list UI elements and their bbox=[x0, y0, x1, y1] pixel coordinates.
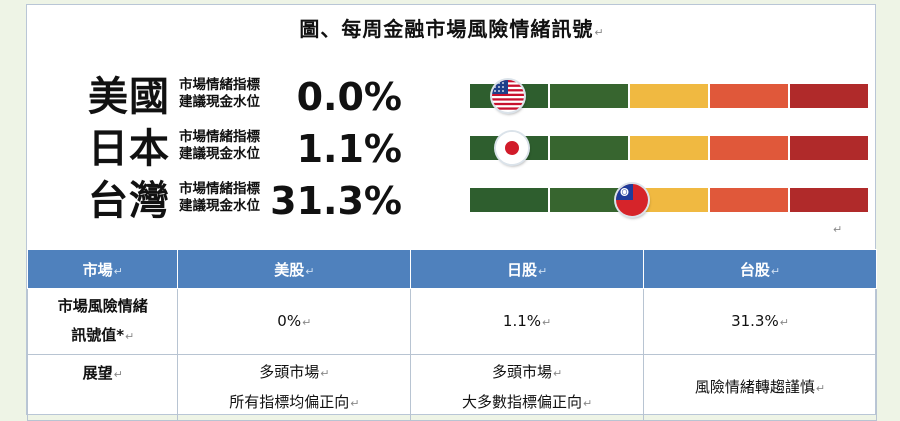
table-cell: 0%↵ bbox=[177, 288, 412, 355]
signal-table: 市場↵ 美股↵ 日股↵ 台股↵ 市場風險情緒 訊號值*↵ 0%↵ 1.1%↵ 3… bbox=[26, 249, 877, 421]
row-label: 展望↵ bbox=[26, 354, 179, 421]
table-row: 展望↵ 多頭市場↵ 所有指標均偏正向↵ 多頭市場↵ 大多數指標偏正向↵ 風險情緒… bbox=[26, 354, 877, 421]
gauge-segment bbox=[710, 84, 788, 108]
table-cell: 多頭市場↵ 大多數指標偏正向↵ bbox=[410, 354, 645, 421]
signal-value: 1.1% bbox=[296, 127, 402, 171]
table-cell: 風險情緒轉趨謹慎↵ bbox=[643, 354, 877, 421]
table-header-cell: 台股↵ bbox=[643, 249, 877, 289]
table-header-cell: 美股↵ bbox=[177, 249, 412, 289]
paragraph-mark: ↵ bbox=[833, 223, 843, 236]
signal-row-us: 美國 市場情緒指標 建議現金水位 0.0% bbox=[88, 74, 868, 120]
risk-gauge-bar bbox=[470, 80, 870, 112]
table-cell: 1.1%↵ bbox=[410, 288, 645, 355]
country-name: 日本 bbox=[88, 126, 170, 172]
table-cell: 多頭市場↵ 所有指標均偏正向↵ bbox=[177, 354, 412, 421]
signal-row-japan: 日本 市場情緒指標 建議現金水位 1.1% bbox=[88, 126, 868, 172]
table-header-cell: 日股↵ bbox=[410, 249, 645, 289]
country-name: 美國 bbox=[88, 74, 170, 120]
risk-gauge-bar bbox=[470, 184, 870, 216]
table-header-row: 市場↵ 美股↵ 日股↵ 台股↵ bbox=[26, 249, 877, 289]
gauge-segment bbox=[550, 84, 628, 108]
gauge-segment bbox=[630, 84, 708, 108]
gauge-segment bbox=[710, 136, 788, 160]
indicator-label: 市場情緒指標 建議現金水位 bbox=[179, 181, 260, 214]
gauge-segment bbox=[470, 188, 548, 212]
row-label: 市場風險情緒 訊號值*↵ bbox=[26, 288, 179, 355]
us-flag-icon bbox=[492, 80, 524, 112]
gauge-segment bbox=[630, 136, 708, 160]
figure-title: 圖、每周金融市場風險情緒訊號↵ bbox=[299, 17, 605, 41]
country-name: 台灣 bbox=[88, 178, 170, 224]
taiwan-flag-icon bbox=[615, 184, 648, 216]
table-header-cell: 市場↵ bbox=[26, 249, 179, 289]
indicator-label: 市場情緒指標 建議現金水位 bbox=[179, 129, 260, 162]
gauge-segment bbox=[790, 84, 868, 108]
table-cell: 31.3%↵ bbox=[643, 288, 877, 355]
figure-frame: 圖、每周金融市場風險情緒訊號↵ 美國 市場情緒指標 建議現金水位 0.0% 日本 … bbox=[26, 4, 877, 421]
gauge-segment bbox=[550, 188, 628, 212]
gauge-segment bbox=[790, 188, 868, 212]
indicator-label: 市場情緒指標 建議現金水位 bbox=[179, 77, 260, 110]
gauge-segment bbox=[790, 136, 868, 160]
signal-row-taiwan: 台灣 市場情緒指標 建議現金水位 31.3% bbox=[88, 178, 868, 224]
table-row: 市場風險情緒 訊號值*↵ 0%↵ 1.1%↵ 31.3%↵ bbox=[26, 288, 877, 355]
gauge-segment bbox=[710, 188, 788, 212]
signal-value: 0.0% bbox=[296, 75, 402, 119]
signal-value: 31.3% bbox=[270, 179, 402, 223]
gauge-segment bbox=[550, 136, 628, 160]
japan-flag-icon bbox=[496, 132, 529, 164]
risk-gauge-bar bbox=[470, 132, 870, 164]
